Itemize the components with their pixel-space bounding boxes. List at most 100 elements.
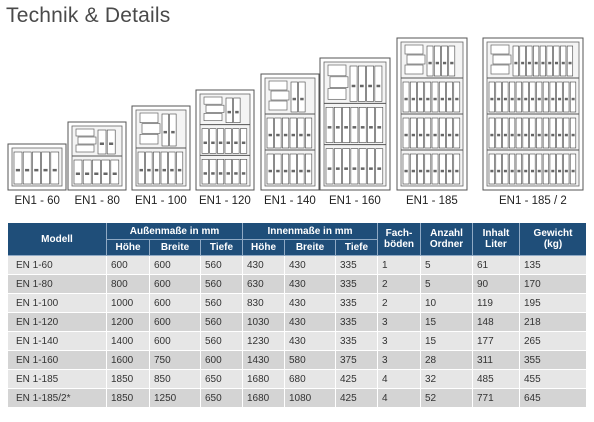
- header-innenmasse: Innenmaße in mm: [243, 223, 378, 240]
- cell-gewicht: 455: [520, 370, 586, 389]
- header-innen-hoehe: Höhe: [243, 240, 285, 256]
- cell-fachboeden: 4: [378, 389, 421, 408]
- cell-innen-hoehe: 1030: [243, 313, 285, 332]
- cell-aussen-hoehe: 1000: [107, 294, 150, 313]
- cell-liter: 311: [473, 351, 520, 370]
- cell-innen-hoehe: 630: [243, 275, 285, 294]
- cell-aussen-tiefe: 650: [201, 370, 243, 389]
- cell-aussen-breite: 850: [150, 370, 201, 389]
- cell-aussen-breite: 600: [150, 294, 201, 313]
- cell-innen-breite: 1080: [285, 389, 336, 408]
- cell-aussen-tiefe: 560: [201, 294, 243, 313]
- cell-ordner: 32: [421, 370, 473, 389]
- cell-liter: 177: [473, 332, 520, 351]
- cabinet-label: EN1 - 140: [264, 195, 316, 207]
- header-aussen-hoehe: Höhe: [107, 240, 150, 256]
- cell-gewicht: 195: [520, 294, 586, 313]
- cell-gewicht: 170: [520, 275, 586, 294]
- cell-aussen-breite: 600: [150, 332, 201, 351]
- table-row: EN 1-60 600 600 560 430 430 335 1 5 61 135: [8, 256, 586, 275]
- table-row: EN 1-140 1400 600 560 1230 430 335 3 15 177 265: [8, 332, 586, 351]
- cabinet-illustrations: [7, 37, 584, 191]
- cell-fachboeden: 3: [378, 351, 421, 370]
- cell-aussen-hoehe: 800: [107, 275, 150, 294]
- cell-modell: EN 1-120: [8, 313, 107, 332]
- cell-innen-tiefe: 335: [336, 332, 378, 351]
- cell-innen-breite: 680: [285, 370, 336, 389]
- cabinet-label: EN1 - 80: [74, 195, 120, 207]
- cell-aussen-breite: 750: [150, 351, 201, 370]
- cell-ordner: 15: [421, 332, 473, 351]
- cell-ordner: 5: [421, 275, 473, 294]
- cell-innen-breite: 430: [285, 256, 336, 275]
- cell-innen-breite: 580: [285, 351, 336, 370]
- header-aussenmasse: Außenmaße in mm: [107, 223, 243, 240]
- cell-innen-breite: 430: [285, 275, 336, 294]
- cell-innen-hoehe: 1230: [243, 332, 285, 351]
- cell-innen-tiefe: 375: [336, 351, 378, 370]
- table-row: EN 1-185 1850 850 650 1680 680 425 4 32 485 455: [8, 370, 586, 389]
- cell-aussen-tiefe: 560: [201, 332, 243, 351]
- table-row: EN 1-185/2* 1850 1250 650 1680 1080 425 4 52 771 6…: [8, 389, 586, 408]
- cell-modell: EN 1-185/2*: [8, 389, 107, 408]
- cell-liter: 771: [473, 389, 520, 408]
- cell-aussen-tiefe: 560: [201, 313, 243, 332]
- header-anzahl-ordner: Anzahl Ordner: [421, 223, 473, 256]
- table-row: EN 1-160 1600 750 600 1430 580 375 3 28 311 355: [8, 351, 586, 370]
- cell-fachboeden: 3: [378, 332, 421, 351]
- cell-innen-hoehe: 430: [243, 256, 285, 275]
- cell-modell: EN 1-100: [8, 294, 107, 313]
- cell-innen-breite: 430: [285, 313, 336, 332]
- page-title: Technik & Details: [6, 4, 171, 27]
- cell-innen-tiefe: 425: [336, 389, 378, 408]
- cabinet-6: [396, 37, 468, 191]
- cell-fachboeden: 4: [378, 370, 421, 389]
- cell-innen-tiefe: 335: [336, 275, 378, 294]
- cell-ordner: 28: [421, 351, 473, 370]
- cell-ordner: 52: [421, 389, 473, 408]
- header-aussen-tiefe: Tiefe: [201, 240, 243, 256]
- cell-aussen-hoehe: 600: [107, 256, 150, 275]
- cabinet-label: EN1 - 185 / 2: [499, 195, 567, 207]
- cabinet-3: [195, 89, 255, 191]
- cabinet-4: [260, 73, 320, 191]
- cell-gewicht: 218: [520, 313, 586, 332]
- cell-ordner: 15: [421, 313, 473, 332]
- cell-liter: 90: [473, 275, 520, 294]
- cell-fachboeden: 3: [378, 313, 421, 332]
- cell-gewicht: 135: [520, 256, 586, 275]
- cell-aussen-breite: 1250: [150, 389, 201, 408]
- header-modell: Modell: [8, 223, 107, 256]
- cell-liter: 119: [473, 294, 520, 313]
- specs-table-body: EN 1-60 600 600 560 430 430 335 1 5 61 135 EN 1-80 8…: [8, 256, 586, 408]
- cell-innen-tiefe: 335: [336, 313, 378, 332]
- cell-innen-tiefe: 335: [336, 256, 378, 275]
- cell-gewicht: 355: [520, 351, 586, 370]
- header-innen-tiefe: Tiefe: [336, 240, 378, 256]
- cell-modell: EN 1-140: [8, 332, 107, 351]
- cell-innen-hoehe: 830: [243, 294, 285, 313]
- cell-aussen-hoehe: 1850: [107, 389, 150, 408]
- cell-innen-tiefe: 425: [336, 370, 378, 389]
- cell-innen-hoehe: 1680: [243, 370, 285, 389]
- cell-aussen-tiefe: 560: [201, 256, 243, 275]
- cell-fachboeden: 1: [378, 256, 421, 275]
- table-row: EN 1-120 1200 600 560 1030 430 335 3 15 148 218: [8, 313, 586, 332]
- cell-gewicht: 265: [520, 332, 586, 351]
- cabinet-0: [7, 143, 67, 191]
- cell-innen-tiefe: 335: [336, 294, 378, 313]
- cell-modell: EN 1-185: [8, 370, 107, 389]
- cell-fachboeden: 2: [378, 275, 421, 294]
- cell-innen-hoehe: 1680: [243, 389, 285, 408]
- cell-aussen-breite: 600: [150, 275, 201, 294]
- header-fachboeden: Fach-böden: [378, 223, 421, 256]
- cabinet-label: EN1 - 100: [135, 195, 187, 207]
- cell-innen-breite: 430: [285, 294, 336, 313]
- table-row: EN 1-80 800 600 560 630 430 335 2 5 90 170: [8, 275, 586, 294]
- table-row: EN 1-100 1000 600 560 830 430 335 2 10 119 195: [8, 294, 586, 313]
- cell-aussen-tiefe: 560: [201, 275, 243, 294]
- cell-aussen-hoehe: 1200: [107, 313, 150, 332]
- cell-fachboeden: 2: [378, 294, 421, 313]
- cell-liter: 61: [473, 256, 520, 275]
- cell-modell: EN 1-60: [8, 256, 107, 275]
